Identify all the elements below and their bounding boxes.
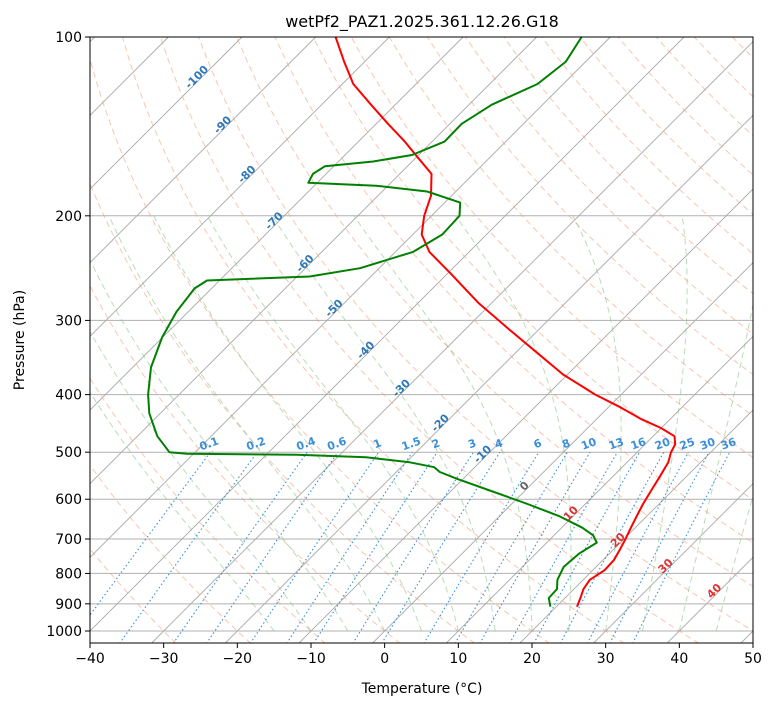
isotherm-line — [90, 37, 243, 190]
x-axis-label: Temperature (°C) — [361, 681, 483, 697]
isotherm-line — [224, 114, 753, 643]
x-tick-label: 0 — [380, 651, 389, 667]
moist-adiabat-line — [90, 391, 275, 632]
moist-adiabat-line — [572, 215, 622, 632]
mixing-ratio-label: 0.4 — [295, 434, 318, 453]
moist-adiabat-line — [455, 215, 572, 632]
mixing-ratio-line — [119, 451, 258, 643]
x-tick-label: 50 — [744, 651, 762, 667]
y-tick-label: 900 — [55, 597, 82, 613]
mixing-ratio-line — [352, 451, 474, 643]
moist-adiabat-line — [90, 258, 349, 632]
mixing-ratio-line — [249, 451, 380, 643]
mixing-ratio-label: 2 — [430, 436, 442, 451]
dry-adiabat-line — [90, 57, 550, 643]
y-tick-label: 200 — [55, 209, 82, 225]
isotherm-line — [90, 37, 537, 485]
y-tick-label: 1000 — [46, 624, 82, 640]
isotherm-line — [151, 41, 753, 643]
mixing-ratio-label: 8 — [560, 436, 572, 451]
dry-adiabat-line — [274, 37, 753, 544]
mixing-ratio-label: 10 — [579, 435, 598, 453]
mixing-ratio-line — [206, 451, 339, 643]
moist-adiabat-line — [678, 302, 753, 632]
mixing-ratio-label: 1.5 — [400, 434, 423, 453]
mixing-ratio-label: 0.6 — [325, 434, 348, 453]
mixing-ratio-line — [313, 451, 438, 643]
y-tick-label: 800 — [55, 566, 82, 582]
mixing-ratio-line — [286, 451, 413, 643]
x-tick-label: 30 — [597, 651, 615, 667]
axis-layer: −40 −30 −20 −10 0 10 20 30 40 5010020030040050060… — [46, 30, 762, 667]
moist-adiabat-line — [153, 215, 422, 632]
y-tick-label: 100 — [55, 30, 82, 46]
mixing-ratio-label: 13 — [607, 435, 626, 452]
mixing-ratio-label: 3 — [466, 436, 478, 451]
mixing-ratio-label: 30 — [698, 435, 717, 453]
mixing-ratio-label: 20 — [653, 435, 672, 453]
dry-adiabat-line — [121, 37, 625, 643]
x-tick-label: 40 — [670, 651, 688, 667]
x-tick-label: 20 — [523, 651, 541, 667]
mixing-ratio-line — [533, 451, 640, 643]
dry-adiabat-line — [465, 37, 753, 335]
dry-adiabat-line — [503, 37, 753, 295]
moist-adiabat-line — [108, 215, 386, 632]
y-tick-label: 700 — [55, 532, 82, 548]
dry-adiabat-line — [90, 464, 252, 643]
mixing-ratio-label: 16 — [629, 435, 648, 453]
moist-adiabat-line — [90, 330, 312, 632]
y-axis-label: Pressure (hPa) — [12, 290, 28, 390]
mixing-ratio-label: 36 — [719, 435, 738, 453]
isotherm-line — [90, 37, 685, 632]
x-tick-label: −10 — [296, 651, 326, 667]
mixing-ratio-label: 0.1 — [198, 434, 221, 453]
y-tick-label: 300 — [55, 313, 82, 329]
dry-adiabat-line — [90, 377, 326, 643]
isotherm-line — [90, 37, 464, 411]
mixing-ratio-label: 1 — [372, 436, 384, 451]
chart-title: wetPf2_PAZ1.2025.361.12.26.G18 — [285, 12, 559, 32]
mixing-ratio-line — [90, 451, 211, 616]
mixing-ratio-line — [423, 451, 540, 643]
y-tick-label: 500 — [55, 445, 82, 461]
isotherm-line — [90, 37, 390, 337]
isotherm-line — [519, 409, 753, 643]
x-tick-label: −20 — [223, 651, 253, 667]
isotherm-line — [90, 37, 316, 264]
dry-adiabat-line — [312, 37, 753, 501]
x-tick-label: 10 — [449, 651, 467, 667]
y-tick-label: 400 — [55, 388, 82, 404]
grid-layer — [90, 37, 753, 643]
isotherm-line — [90, 37, 611, 558]
plot-frame — [89, 36, 754, 644]
y-tick-label: 600 — [55, 492, 82, 508]
temperature-trace — [334, 37, 677, 608]
mixing-ratio-label: 25 — [678, 435, 697, 452]
dry-adiabat-line — [236, 37, 753, 588]
moist-adiabat-line — [206, 215, 459, 632]
mixing-ratio-label: 4 — [493, 436, 505, 451]
mixing-ratio-line — [172, 451, 308, 643]
isotherm-line — [372, 262, 753, 643]
mixing-ratio-label: 6 — [532, 436, 544, 451]
mixing-ratio-line — [586, 451, 689, 643]
x-tick-label: −40 — [75, 651, 105, 667]
moist-adiabat-line — [642, 215, 688, 632]
isotherm-line — [593, 483, 753, 643]
dry-adiabat-line — [198, 37, 753, 632]
x-tick-label: −30 — [149, 651, 179, 667]
dewpoint-trace — [147, 37, 598, 607]
isotherm-line — [445, 335, 753, 643]
mixing-ratio-label: 0.2 — [245, 434, 268, 453]
mixing-ratio-line — [559, 451, 665, 643]
data-layer — [147, 37, 677, 608]
